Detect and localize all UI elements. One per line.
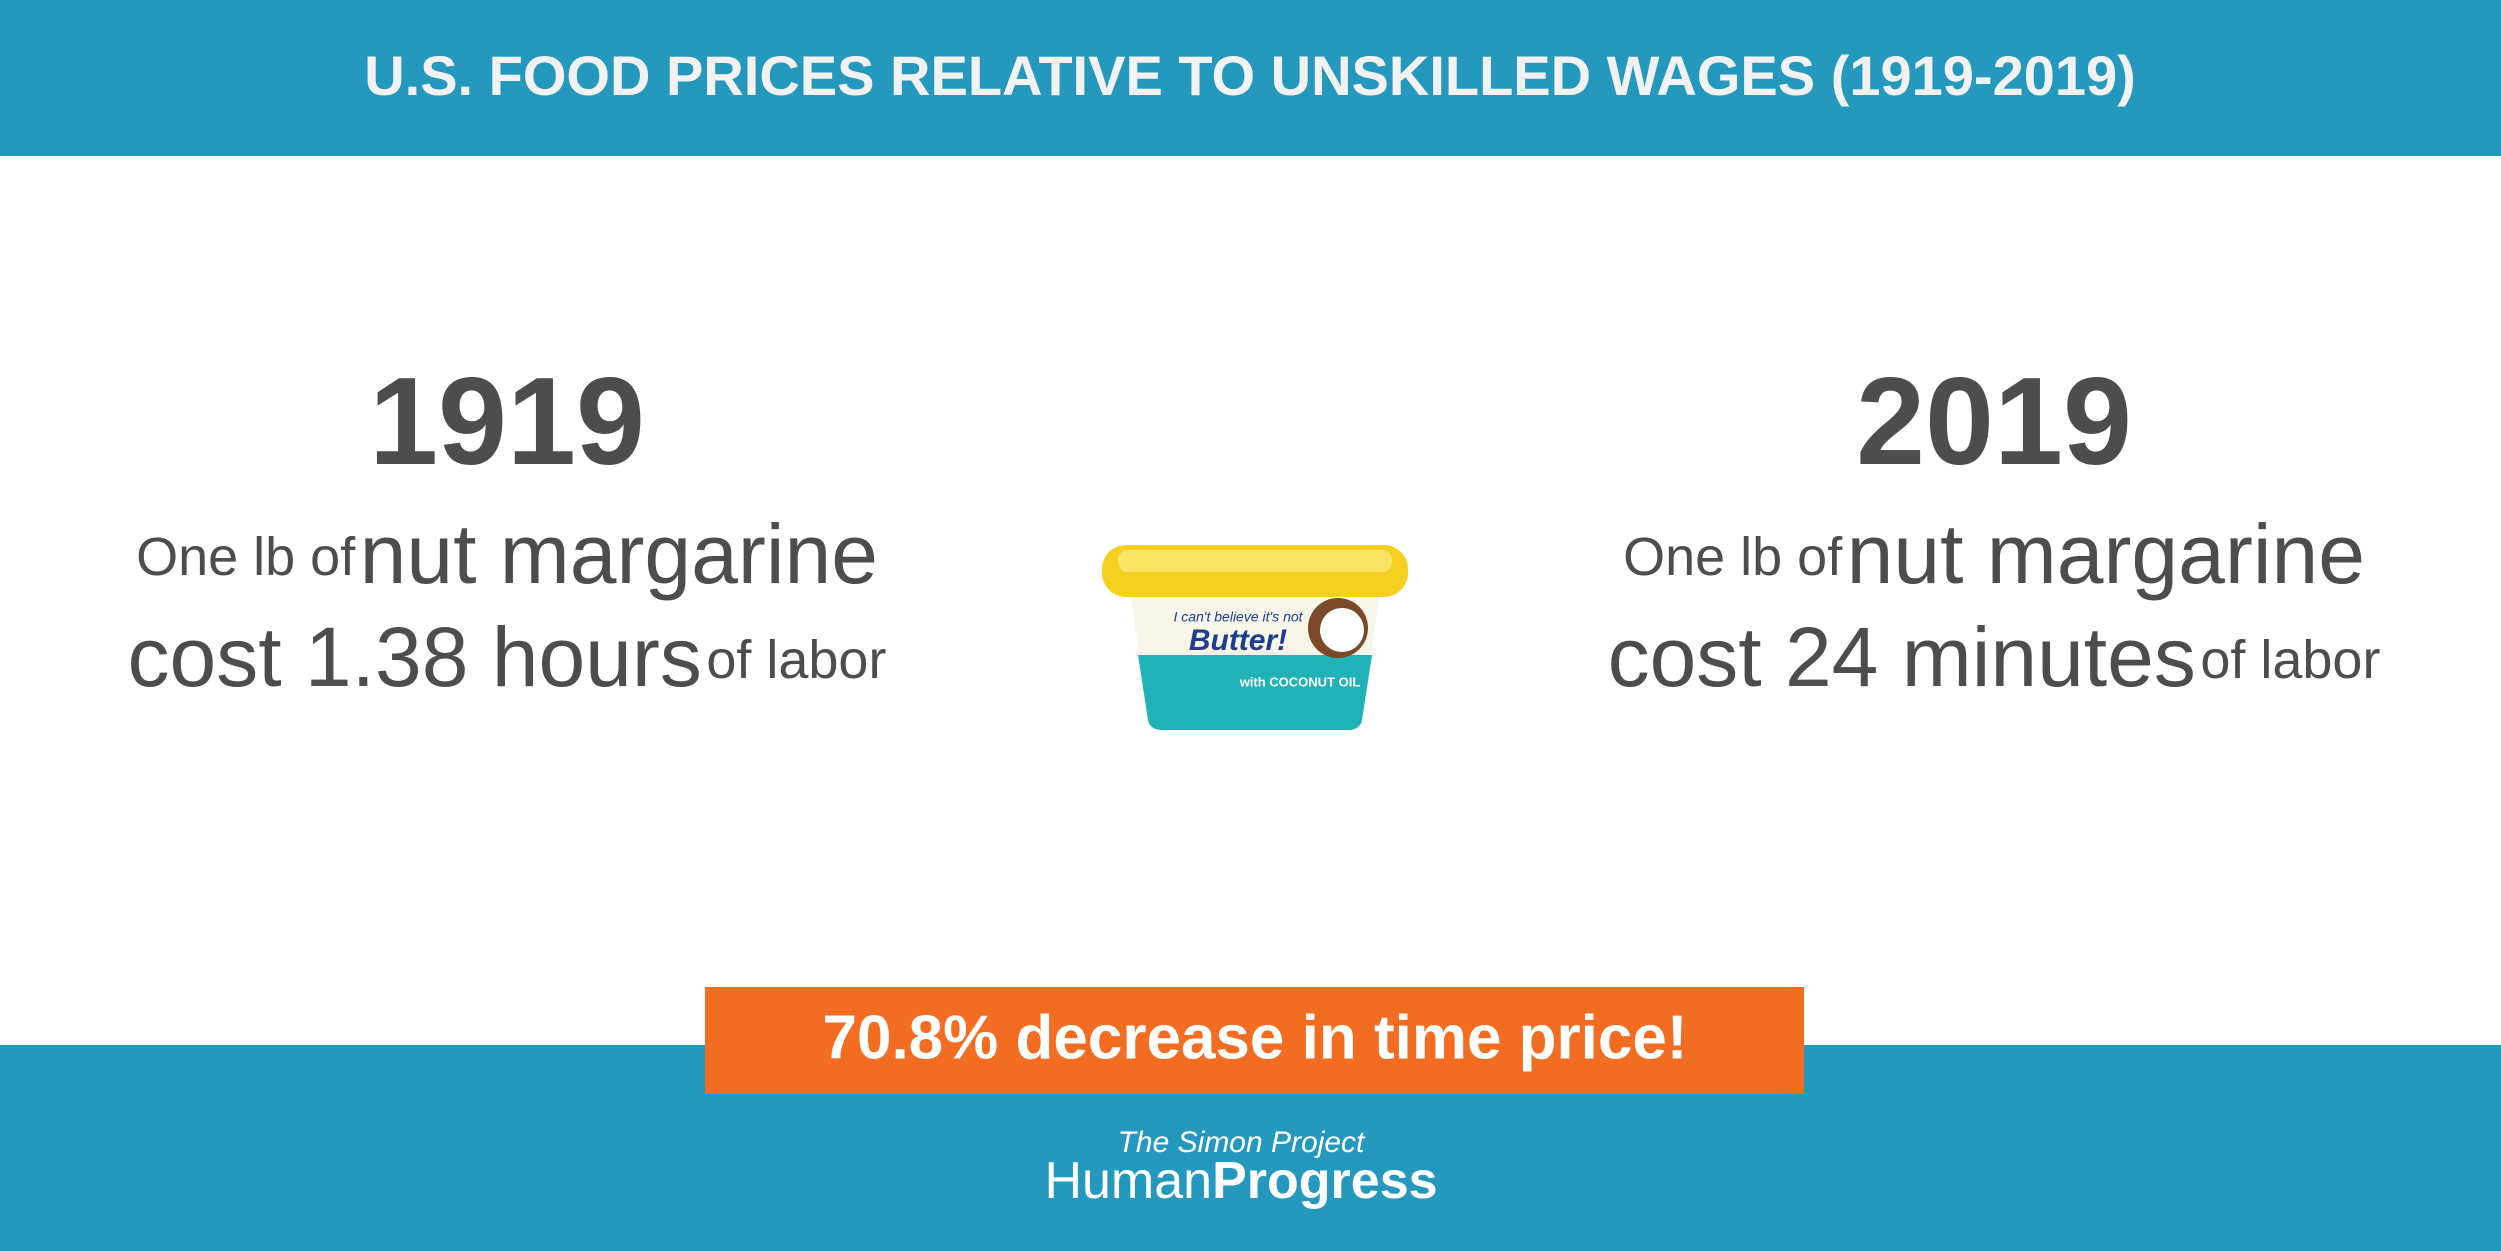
product-image: I can't believe it's not Butter! with CO… — [1102, 545, 1408, 730]
text: nut margarine — [360, 507, 878, 601]
left-line-2: cost 1.38 hours of labor — [128, 610, 887, 704]
product-brand: Butter! — [1189, 624, 1287, 657]
right-line-1: One lb of nut margarine — [1623, 507, 2365, 601]
brand-part: Progress — [1212, 1152, 1437, 1210]
text: One lb of — [136, 527, 356, 587]
callout: 70.8% decrease in time price! — [822, 1003, 1687, 1072]
title: U.S. FOOD PRICES RELATIVE TO UNSKILLED W… — [364, 44, 2136, 107]
text: cost 1.38 hours — [128, 610, 702, 704]
text: of labor — [2200, 630, 2380, 690]
text: of labor — [706, 630, 886, 690]
footer-brand: HumanProgress — [1044, 1152, 1437, 1210]
callout-box — [705, 987, 1804, 1094]
product-tagline: I can't believe it's not — [1173, 609, 1303, 625]
left-line-1: One lb of nut margarine — [136, 507, 878, 601]
header-band — [0, 0, 2501, 156]
right-line-2: cost 24 minutes of labor — [1608, 610, 2381, 704]
footer-tagline: The Simon Project — [1118, 1126, 1366, 1159]
text: cost 24 minutes — [1608, 610, 2196, 704]
year-left: 1919 — [369, 353, 645, 491]
text: nut margarine — [1847, 507, 2365, 601]
year-right: 2019 — [1856, 353, 2132, 491]
product-flavor: with COCONUT OIL — [1239, 674, 1361, 689]
text: One lb of — [1623, 527, 1843, 587]
brand-part: Human — [1044, 1152, 1212, 1210]
